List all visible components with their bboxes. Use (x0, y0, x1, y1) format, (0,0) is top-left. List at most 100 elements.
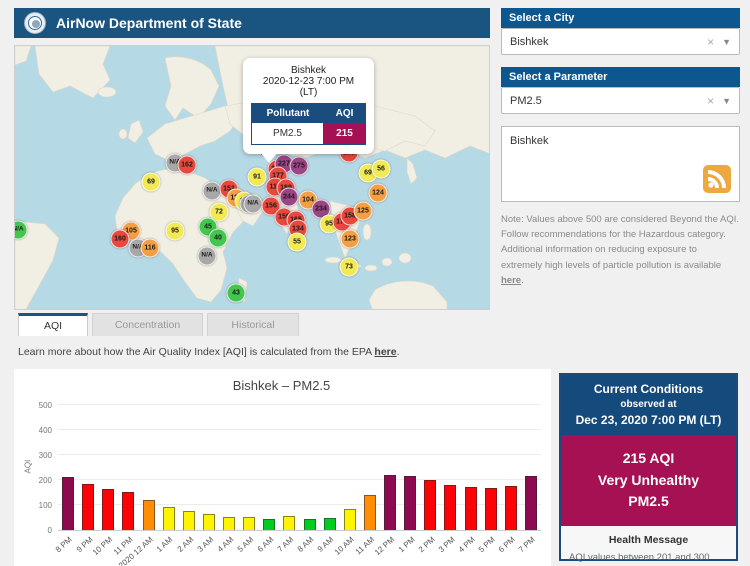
x-slot: 2 AM (175, 531, 199, 566)
current-conditions-title: Current Conditions (593, 382, 704, 396)
rss-icon[interactable] (703, 165, 731, 193)
bar-9-am (323, 518, 336, 530)
city-dropdown-value: Bishkek (510, 35, 549, 48)
bar-slot (199, 406, 219, 530)
gridline-400 (58, 429, 541, 430)
map-marker-na[interactable]: N/A (243, 194, 263, 214)
x-tick-label: 4 AM (215, 535, 236, 554)
popup-pollutant-header: Pollutant (252, 104, 324, 123)
city-caret-down-icon[interactable]: ▼ (722, 36, 731, 47)
tab-aqi[interactable]: AQI (18, 313, 88, 336)
tab-historical[interactable]: Historical (207, 313, 299, 336)
x-tick-label: 1 PM (396, 535, 417, 555)
x-slot: 7 PM (517, 531, 541, 566)
map-marker-116[interactable]: 116 (140, 238, 160, 258)
map-marker-234[interactable]: 234 (311, 199, 331, 219)
map-marker-162[interactable]: 162 (177, 155, 197, 175)
world-aqi-map[interactable]: N/AN/A16269N/A15111887N/A724540N/A105160… (14, 45, 490, 310)
y-tick-400: 400 (38, 426, 52, 435)
y-tick-500: 500 (38, 401, 52, 410)
rss-city-label: Bishkek (510, 135, 549, 147)
bar-slot (179, 406, 199, 530)
map-marker-95[interactable]: 95 (165, 221, 185, 241)
map-marker-56[interactable]: 56 (371, 159, 391, 179)
popup-aqi-value: 215 (324, 123, 365, 144)
bar-slot (340, 406, 360, 530)
parameter-caret-down-icon[interactable]: ▼ (722, 95, 731, 106)
app-title: AirNow Department of State (56, 15, 242, 31)
current-aqi-block: 215 AQI Very Unhealthy PM2.5 (561, 435, 736, 527)
select-city-header: Select a City (501, 8, 740, 28)
bar-slot (420, 406, 440, 530)
bar-4-am (223, 517, 236, 530)
chart-plot (58, 404, 541, 531)
city-clear-icon[interactable]: × (707, 34, 715, 49)
bar-11-am (363, 495, 376, 530)
map-marker-125[interactable]: 125 (353, 201, 373, 221)
map-marker-73[interactable]: 73 (339, 257, 359, 277)
bar-2-am (182, 510, 195, 530)
x-tick-label: 5 PM (476, 535, 497, 555)
chart-x-axis: 8 PM 9 PM 10 PM 11 PM 2020 12 AM 1 AM 2 AM 3 AM… (54, 531, 541, 566)
tab-concentration[interactable]: Concentration (92, 313, 203, 336)
parameter-dropdown[interactable]: PM2.5 × ▼ (501, 87, 740, 114)
bar-slot (440, 406, 460, 530)
bar-slot (360, 406, 380, 530)
x-slot: 1 AM (155, 531, 179, 566)
department-of-state-seal-icon (24, 12, 46, 34)
map-marker-na[interactable]: N/A (202, 181, 222, 201)
x-tick-label: 3 AM (195, 535, 215, 554)
city-dropdown[interactable]: Bishkek × ▼ (501, 28, 740, 55)
popup-pollutant-value: PM2.5 (252, 123, 324, 144)
map-marker-40[interactable]: 40 (208, 228, 228, 248)
bar-3-am (202, 513, 215, 530)
bar-slot (481, 406, 501, 530)
map-marker-na[interactable]: N/A (197, 246, 217, 266)
bar-slot (461, 406, 481, 530)
map-marker-69[interactable]: 69 (141, 172, 161, 192)
bar-8-pm (62, 476, 75, 530)
bar-10-am (343, 508, 356, 530)
bar-6-am (263, 518, 276, 530)
tabs: AQI Concentration Historical (18, 313, 490, 336)
x-tick-label: 6 PM (496, 535, 517, 555)
bar-2-pm (424, 480, 437, 530)
parameter-clear-icon[interactable]: × (707, 93, 715, 108)
learn-more-text: Learn more about how the Air Quality Ind… (18, 346, 490, 358)
x-tick-label: 8 AM (296, 535, 316, 554)
bar-slot (400, 406, 420, 530)
beyond-aqi-note: Note: Values above 500 are considered Be… (501, 212, 740, 288)
epa-here-link[interactable]: here (374, 346, 397, 358)
current-aqi-pollutant: PM2.5 (628, 493, 669, 510)
note-after: . (521, 274, 524, 286)
current-aqi-category: Very Unhealthy (597, 471, 700, 488)
bar-1-pm (404, 475, 417, 530)
chart-title: Bishkek – PM2.5 (232, 378, 331, 393)
current-aqi-value: 215 AQI (622, 450, 675, 466)
map-marker-160[interactable]: 160 (110, 229, 130, 249)
bar-12-pm (384, 475, 397, 530)
x-tick-label: 2 PM (416, 535, 437, 555)
bar-6-pm (504, 485, 517, 530)
map-marker-43[interactable]: 43 (226, 283, 246, 303)
health-message-body: AQI values between 201 and 300 trigger a… (569, 552, 710, 564)
x-tick-label: 4 PM (456, 535, 477, 555)
popup-aqi-header: AQI (324, 104, 365, 123)
map-marker-123[interactable]: 123 (340, 229, 360, 249)
bar-8-am (303, 518, 316, 530)
map-marker-72[interactable]: 72 (209, 202, 229, 222)
bar-slot (259, 406, 279, 530)
map-marker-124[interactable]: 124 (368, 183, 388, 203)
map-marker-244[interactable]: 244 (279, 187, 299, 207)
map-marker-91[interactable]: 91 (247, 167, 267, 187)
note-here-link[interactable]: here (501, 274, 522, 286)
map-marker-275[interactable]: 275 (289, 156, 309, 176)
x-tick-label: 1 AM (155, 535, 175, 554)
map-marker-55[interactable]: 55 (287, 232, 307, 252)
bar-slot (279, 406, 299, 530)
parameter-dropdown-value: PM2.5 (510, 94, 542, 107)
popup-table: Pollutant AQI PM2.5 215 (251, 103, 366, 145)
bar-slot (320, 406, 340, 530)
popup-datetime: 2020-12-23 7:00 PM (LT) (262, 76, 355, 98)
